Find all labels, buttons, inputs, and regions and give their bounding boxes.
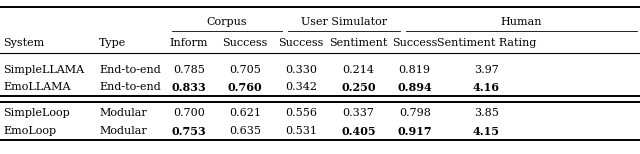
- Text: 0.250: 0.250: [341, 82, 376, 93]
- Text: 0.760: 0.760: [228, 82, 262, 93]
- Text: 0.819: 0.819: [399, 65, 431, 75]
- Text: SimpleLLAMA: SimpleLLAMA: [3, 65, 84, 75]
- Text: SimpleLoop: SimpleLoop: [3, 108, 70, 118]
- Text: User Simulator: User Simulator: [301, 17, 387, 27]
- Text: End-to-end: End-to-end: [99, 65, 161, 75]
- Text: Type: Type: [99, 38, 127, 48]
- Text: 0.705: 0.705: [229, 65, 261, 75]
- Text: Human: Human: [501, 17, 542, 27]
- Text: 3.97: 3.97: [474, 65, 499, 75]
- Text: 0.556: 0.556: [285, 108, 317, 118]
- Text: 0.342: 0.342: [285, 83, 317, 92]
- Text: 0.330: 0.330: [285, 65, 317, 75]
- Text: EmoLoop: EmoLoop: [3, 126, 56, 136]
- Text: 0.785: 0.785: [173, 65, 205, 75]
- Text: 3.85: 3.85: [474, 108, 499, 118]
- Text: Sentiment: Sentiment: [329, 38, 388, 48]
- Text: End-to-end: End-to-end: [99, 83, 161, 92]
- Text: 0.214: 0.214: [342, 65, 374, 75]
- Text: 0.700: 0.700: [173, 108, 205, 118]
- Text: 0.621: 0.621: [229, 108, 261, 118]
- Text: 0.753: 0.753: [172, 126, 206, 137]
- Text: Success: Success: [392, 38, 437, 48]
- Text: Corpus: Corpus: [206, 17, 247, 27]
- Text: Sentiment Rating: Sentiment Rating: [436, 38, 536, 48]
- Text: 4.16: 4.16: [473, 82, 500, 93]
- Text: 0.337: 0.337: [342, 108, 374, 118]
- Text: 0.635: 0.635: [229, 126, 261, 136]
- Text: 4.15: 4.15: [473, 126, 500, 137]
- Text: 0.531: 0.531: [285, 126, 317, 136]
- Text: Success: Success: [223, 38, 268, 48]
- Text: 0.894: 0.894: [397, 82, 432, 93]
- Text: 0.405: 0.405: [341, 126, 376, 137]
- Text: System: System: [3, 38, 44, 48]
- Text: Modular: Modular: [99, 126, 147, 136]
- Text: Success: Success: [278, 38, 323, 48]
- Text: EmoLLAMA: EmoLLAMA: [3, 83, 70, 92]
- Text: 0.798: 0.798: [399, 108, 431, 118]
- Text: Modular: Modular: [99, 108, 147, 118]
- Text: Inform: Inform: [170, 38, 208, 48]
- Text: 0.833: 0.833: [172, 82, 206, 93]
- Text: 0.917: 0.917: [397, 126, 432, 137]
